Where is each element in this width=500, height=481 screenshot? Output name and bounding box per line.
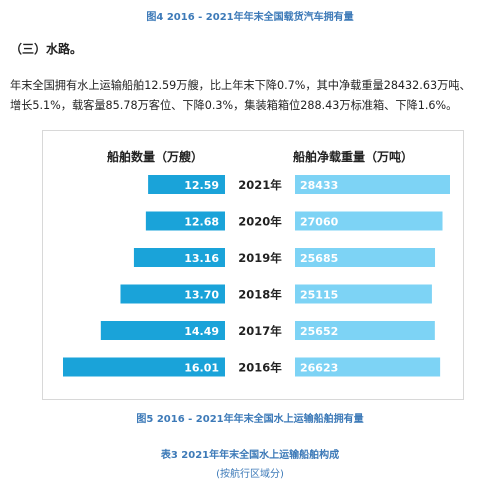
left-bar-value: 13.70 <box>184 289 219 302</box>
year-label: 2020年 <box>238 215 282 229</box>
right-bar <box>295 211 443 231</box>
right-bar-value: 28433 <box>300 179 338 192</box>
left-bar <box>120 284 225 304</box>
year-label: 2018年 <box>238 288 282 302</box>
left-bar-value: 12.59 <box>184 179 219 192</box>
table3-subcaption: (按航行区域分) <box>216 469 284 480</box>
ship-chart-svg: 船舶数量（万艘） 船舶净载重量（万吨） 12.59 28433 2021年 12.68 27… <box>63 149 450 377</box>
right-bar-value: 25685 <box>300 252 338 265</box>
figure4-caption: 图4 2016 - 2021年年末全国载货汽车拥有量 <box>146 12 354 23</box>
left-bar <box>63 357 225 377</box>
right-bar-value: 26623 <box>300 362 338 375</box>
paragraph: 年末全国拥有水上运输船舶12.59万艘，比上年末下降0.7%，其中净载重量284… <box>10 76 494 116</box>
right-bar <box>295 284 432 304</box>
left-bar-value: 12.68 <box>184 216 219 229</box>
year-label: 2017年 <box>238 324 282 338</box>
right-bar-value: 25115 <box>300 289 338 302</box>
table3-caption: 表3 2021年年末全国水上运输船舶构成 <box>160 450 340 461</box>
ship-chart: 船舶数量（万艘） 船舶净载重量（万吨） 12.59 28433 2021年 12.68 27… <box>42 130 464 400</box>
right-bar-value: 27060 <box>300 216 339 229</box>
left-bar <box>100 321 225 340</box>
right-bar <box>295 248 436 267</box>
paragraph-line: 年末全国拥有水上运输船舶12.59万艘，比上年末下降0.7%，其中净载重量284… <box>10 79 471 92</box>
left-bar-value: 16.01 <box>184 362 219 375</box>
right-bar <box>295 357 441 377</box>
left-series-label: 船舶数量（万艘） <box>107 149 203 164</box>
figure5-caption: 图5 2016 - 2021年年末全国水上运输船舶拥有量 <box>136 414 364 425</box>
right-bar <box>295 321 435 340</box>
year-label: 2016年 <box>238 361 282 375</box>
year-label: 2021年 <box>238 178 282 192</box>
left-bar <box>145 211 225 231</box>
left-bar-value: 14.49 <box>184 325 219 338</box>
right-bar-value: 25652 <box>300 325 338 338</box>
left-bar <box>133 248 225 267</box>
section-heading: （三）水路。 <box>10 42 83 56</box>
year-label: 2019年 <box>238 251 282 265</box>
paragraph-line: 增长5.1%，载客量85.78万客位、下降0.3%，集装箱箱位288.43万标准… <box>10 99 458 112</box>
right-bar <box>295 175 450 194</box>
left-bar <box>148 175 225 194</box>
left-bar-value: 13.16 <box>184 252 219 265</box>
right-series-label: 船舶净载重量（万吨） <box>293 149 413 164</box>
